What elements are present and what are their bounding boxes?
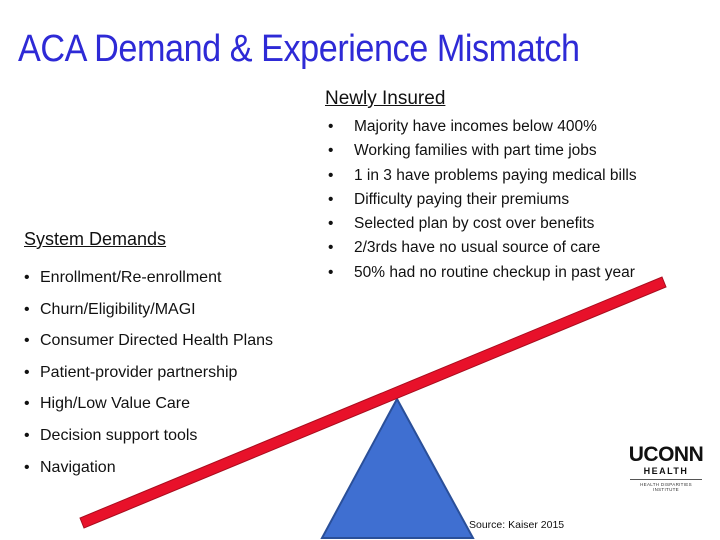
list-item: • 50% had no routine checkup in past year [328, 261, 637, 285]
system-demands-heading: System Demands [24, 229, 167, 249]
slide-title: ACA Demand & Experience Mismatch [18, 28, 580, 70]
logo-wordmark: UCONN [628, 443, 704, 466]
system-demands-list: • Enrollment/Re-enrollment • Churn/Eligibi… [24, 262, 273, 483]
list-item: • Selected plan by cost over benefits [328, 212, 637, 236]
list-item: • Difficulty paying their premiums [328, 188, 637, 212]
list-item: • Decision support tools [24, 420, 273, 452]
bullet: • [24, 363, 30, 381]
logo-divider [630, 479, 702, 480]
list-item: • Navigation [24, 452, 273, 484]
bullet: • [328, 190, 334, 208]
seesaw-beam [79, 276, 667, 529]
logo-institute-line2: INSTITUTE [653, 487, 679, 492]
logo-institute-line1: HEALTH DISPARITIES [640, 482, 692, 487]
bullet: • [24, 269, 30, 286]
list-item: • 2/3rds have no usual source of care [328, 236, 637, 260]
list-item: • Consumer Directed Health Plans [24, 325, 273, 357]
source-citation: Source: Kaiser 2015 [469, 519, 565, 531]
list-item: • Working families with part time jobs [328, 139, 637, 163]
bullet: • [24, 458, 30, 476]
bullet: • [328, 215, 334, 233]
newly-insured-list: • Majority have incomes below 400% • Worki… [328, 115, 637, 285]
newly-insured-heading: Newly Insured [325, 88, 446, 109]
bullet: • [328, 263, 334, 281]
bullet: • [24, 426, 30, 444]
list-item: • Enrollment/Re-enrollment [24, 262, 273, 294]
uconn-health-logo: UCONN HEALTH HEALTH DISPARITIES INSTITUT… [628, 443, 704, 493]
bullet: • [24, 395, 30, 413]
list-item: • Churn/Eligibility/MAGI [24, 294, 273, 326]
bullet: • [24, 332, 30, 350]
list-item: • Majority have incomes below 400% [328, 115, 637, 139]
bullet: • [24, 300, 30, 318]
list-item: • High/Low Value Care [24, 388, 273, 420]
list-item: • 1 in 3 have problems paying medical bil… [328, 164, 637, 188]
bullet: • [328, 239, 334, 257]
bullet: • [328, 142, 334, 160]
logo-subtitle: HEALTH [643, 466, 689, 476]
list-item: • Patient-provider partnership [24, 357, 273, 389]
fulcrum-triangle [320, 396, 475, 539]
bullet: • [328, 118, 334, 135]
bullet: • [328, 166, 334, 184]
